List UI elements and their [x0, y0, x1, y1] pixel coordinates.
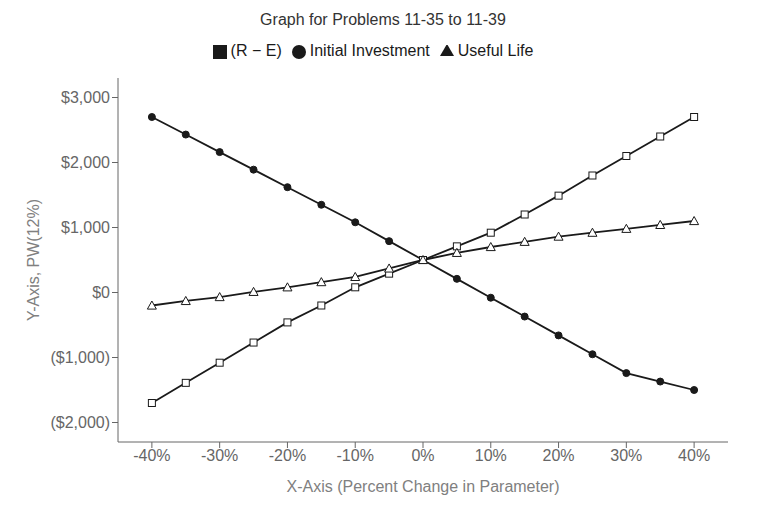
html-text:(R − E): (R − E) [230, 42, 282, 59]
svg-text:Y-Axis, PW(12%): Y-Axis, PW(12%) [25, 199, 42, 321]
svg-text:0%: 0% [411, 447, 434, 464]
svg-text:20%: 20% [543, 447, 575, 464]
svg-text:($2,000): ($2,000) [50, 414, 110, 431]
svg-text:X-Axis (Percent Change in Para: X-Axis (Percent Change in Parameter) [287, 478, 560, 495]
svg-text:$1,000: $1,000 [61, 219, 110, 236]
svg-text:$3,000: $3,000 [61, 89, 110, 106]
svg-text:$2,000: $2,000 [61, 154, 110, 171]
svg-text:-20%: -20% [269, 447, 306, 464]
svg-text:10%: 10% [475, 447, 507, 464]
svg-text:-30%: -30% [201, 447, 238, 464]
svg-text:40%: 40% [678, 447, 710, 464]
html-text:Initial Investment: Initial Investment [309, 42, 430, 59]
svg-text:$0: $0 [92, 284, 110, 301]
svg-text:-40%: -40% [133, 447, 170, 464]
html-text:Graph for Problems 11-35 to 11: Graph for Problems 11-35 to 11-39 [260, 11, 506, 28]
svg-text:30%: 30% [610, 447, 642, 464]
svg-text:($1,000): ($1,000) [50, 349, 110, 366]
svg-text:-10%: -10% [337, 447, 374, 464]
html-text:Useful Life: Useful Life [457, 42, 534, 59]
